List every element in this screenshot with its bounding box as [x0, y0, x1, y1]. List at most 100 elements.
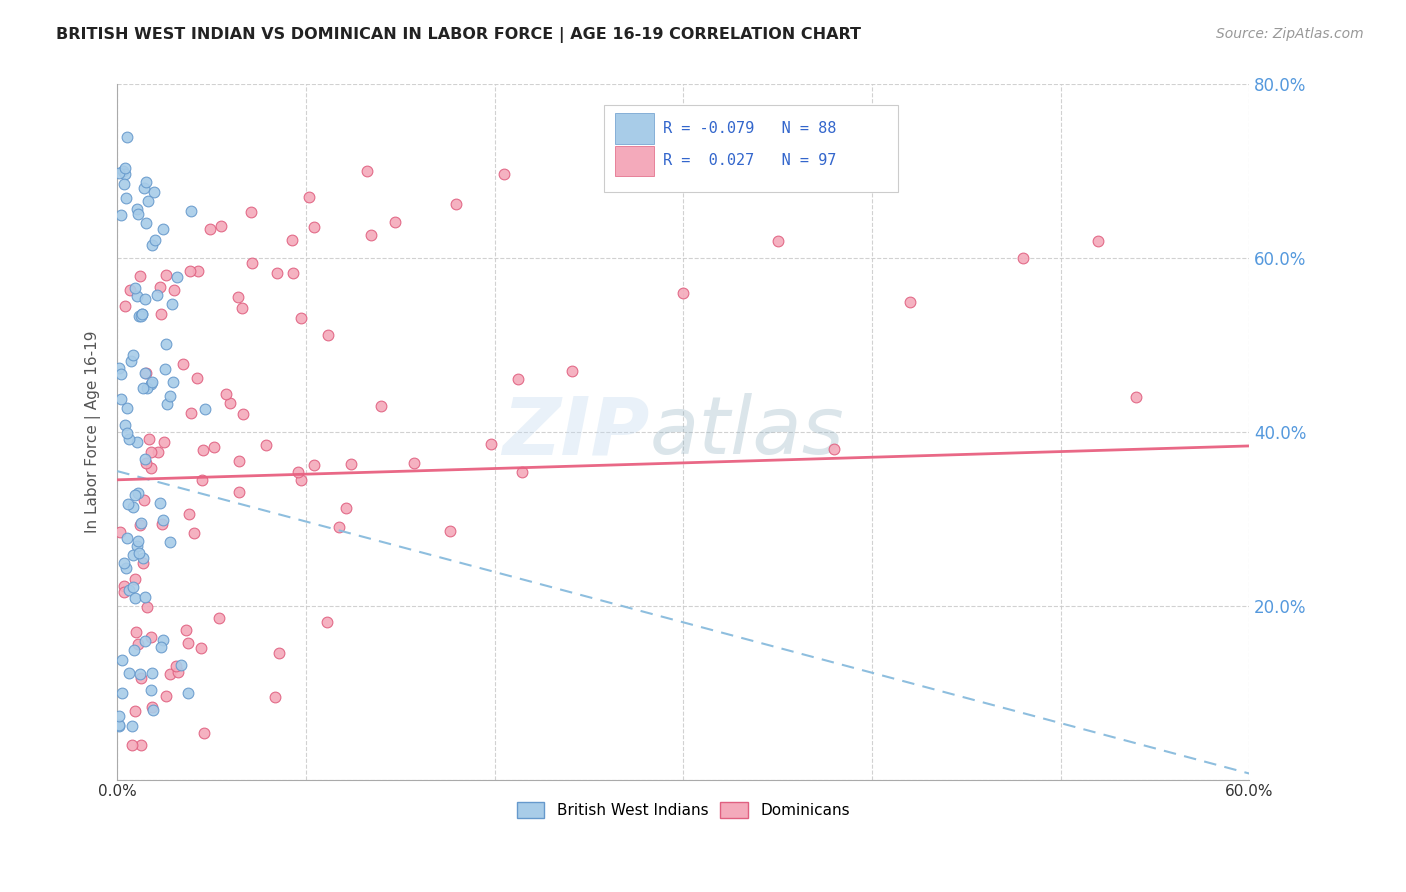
Point: [155, 337, 177, 351]
Point: [153, 361, 176, 376]
Point: [136, 194, 159, 208]
Point: [335, 500, 357, 515]
Point: [174, 624, 197, 638]
Point: [159, 534, 181, 549]
Point: [290, 311, 312, 326]
Point: [134, 633, 156, 648]
Point: [1125, 390, 1147, 404]
Point: [127, 533, 149, 548]
Point: [131, 671, 153, 685]
Text: R =  0.027   N = 97: R = 0.027 N = 97: [662, 153, 837, 169]
FancyBboxPatch shape: [616, 145, 654, 177]
Point: [298, 190, 321, 204]
Point: [318, 327, 340, 342]
Point: [139, 461, 162, 475]
Point: [266, 266, 288, 280]
Point: [146, 288, 169, 302]
Text: ZIP: ZIP: [502, 393, 650, 471]
Point: [240, 205, 263, 219]
Point: [240, 255, 263, 269]
Text: BRITISH WEST INDIAN VS DOMINICAN IN LABOR FORCE | AGE 16-19 CORRELATION CHART: BRITISH WEST INDIAN VS DOMINICAN IN LABO…: [56, 27, 862, 43]
FancyBboxPatch shape: [605, 105, 898, 192]
Point: [208, 611, 231, 625]
Point: [115, 561, 138, 575]
Point: [152, 434, 174, 449]
Point: [134, 591, 156, 605]
Point: [228, 484, 250, 499]
Point: [1012, 251, 1035, 265]
Point: [193, 442, 215, 457]
Point: [152, 222, 174, 236]
Point: [114, 167, 136, 181]
Point: [127, 288, 149, 302]
Point: [124, 704, 146, 718]
Point: [127, 202, 149, 216]
Point: [110, 392, 132, 406]
Point: [226, 290, 249, 304]
Point: [112, 556, 135, 570]
Point: [129, 516, 152, 531]
Point: [114, 161, 136, 175]
Point: [114, 299, 136, 313]
Point: [139, 377, 162, 392]
Point: [122, 500, 145, 514]
Point: [264, 690, 287, 704]
Point: [141, 237, 163, 252]
Point: [149, 307, 172, 321]
Point: [177, 636, 200, 650]
Point: [132, 550, 155, 565]
Point: [339, 457, 361, 471]
Point: [170, 658, 193, 673]
Point: [152, 513, 174, 527]
Point: [316, 615, 339, 629]
Legend: British West Indians, Dominicans: British West Indians, Dominicans: [510, 796, 856, 824]
Point: [132, 492, 155, 507]
Y-axis label: In Labor Force | Age 16-19: In Labor Force | Age 16-19: [86, 331, 101, 533]
Point: [180, 406, 202, 420]
Point: [111, 653, 134, 667]
Point: [187, 263, 209, 277]
Point: [135, 366, 157, 380]
Point: [160, 297, 183, 311]
Point: [136, 381, 159, 395]
Point: [115, 191, 138, 205]
Point: [267, 646, 290, 660]
Point: [127, 207, 149, 221]
Point: [148, 496, 170, 510]
Point: [118, 432, 141, 446]
Point: [360, 227, 382, 242]
Point: [180, 203, 202, 218]
Point: [124, 281, 146, 295]
Point: [287, 465, 309, 479]
Point: [149, 280, 172, 294]
Point: [561, 363, 583, 377]
Point: [117, 497, 139, 511]
Point: [165, 659, 187, 673]
Point: [110, 209, 132, 223]
Point: [111, 164, 134, 178]
Point: [141, 702, 163, 716]
Point: [127, 637, 149, 651]
Point: [124, 591, 146, 605]
Point: [129, 738, 152, 752]
Point: [254, 438, 277, 452]
Point: [494, 167, 516, 181]
Text: Source: ZipAtlas.com: Source: ZipAtlas.com: [1216, 27, 1364, 41]
Point: [150, 640, 173, 655]
Point: [672, 285, 695, 300]
Point: [402, 456, 425, 470]
Point: [132, 381, 155, 395]
Point: [138, 432, 160, 446]
Point: [370, 400, 392, 414]
Point: [128, 268, 150, 283]
Point: [1087, 234, 1109, 248]
Point: [134, 292, 156, 306]
Point: [134, 452, 156, 467]
Point: [198, 221, 221, 235]
Point: [209, 219, 232, 234]
Point: [166, 665, 188, 679]
Point: [823, 442, 845, 457]
Text: atlas: atlas: [650, 393, 844, 471]
Point: [166, 270, 188, 285]
Point: [127, 539, 149, 553]
